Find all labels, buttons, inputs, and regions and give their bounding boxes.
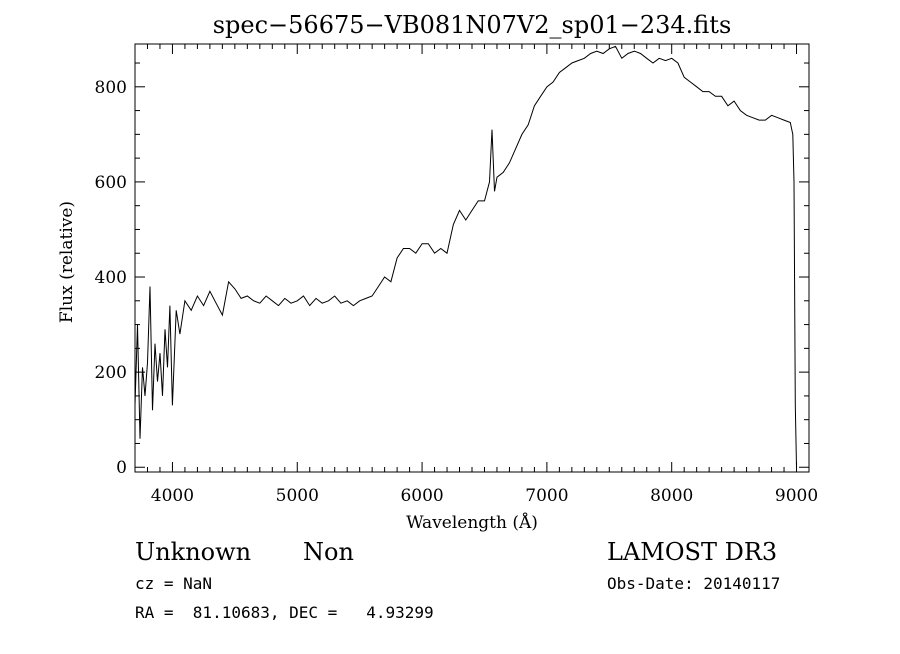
object-subclass: Non — [303, 538, 354, 566]
redshift-cz: cz = NaN — [135, 574, 213, 593]
axis-ticks — [134, 44, 810, 472]
axis-tick-labels: 4000 5000 6000 7000 8000 9000 0 200 400 600 800 — [95, 78, 819, 506]
observation-date: Obs-Date: 20140117 — [607, 574, 781, 593]
x-tick-label: 9000 — [775, 486, 818, 506]
x-axis-label: Wavelength (Å) — [406, 512, 538, 533]
y-tick-label: 600 — [95, 173, 127, 193]
y-tick-label: 400 — [95, 268, 127, 288]
x-tick-label: 4000 — [151, 486, 194, 506]
x-tick-label: 6000 — [400, 486, 443, 506]
object-class: Unknown — [135, 538, 252, 566]
survey-name: LAMOST DR3 — [607, 538, 778, 566]
x-tick-label: 8000 — [650, 486, 693, 506]
x-tick-label: 7000 — [525, 486, 568, 506]
x-tick-label: 5000 — [276, 486, 319, 506]
ra-dec-coordinates: RA = 81.10683, DEC = 4.93299 — [135, 603, 434, 622]
y-tick-label: 200 — [95, 363, 127, 383]
spectrum-line — [134, 45, 797, 468]
chart-title: spec−56675−VB081N07V2_sp01−234.fits — [213, 11, 732, 39]
plot-frame — [134, 43, 810, 473]
y-tick-label: 800 — [95, 78, 127, 98]
y-axis-label: Flux (relative) — [57, 201, 77, 323]
y-tick-label: 0 — [116, 458, 127, 478]
